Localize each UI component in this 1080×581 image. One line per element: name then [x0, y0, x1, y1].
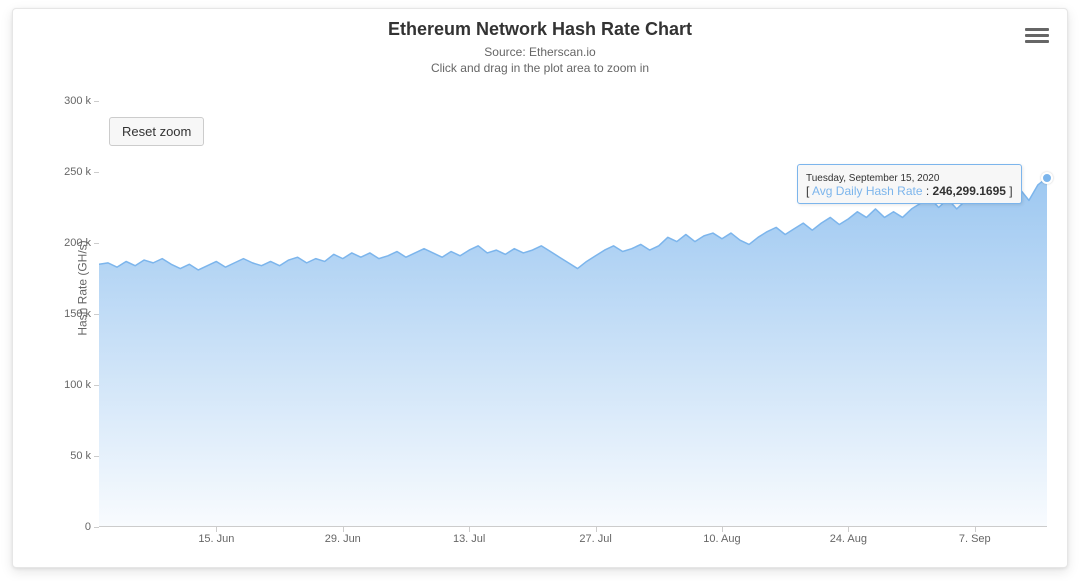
tooltip-series-label: Avg Daily Hash Rate: [812, 184, 923, 198]
y-tick-mark: [94, 527, 99, 528]
x-tick-mark: [722, 527, 723, 532]
x-tick-label: 15. Jun: [198, 533, 234, 545]
x-tick-label: 10. Aug: [703, 533, 740, 545]
chart-tooltip: Tuesday, September 15, 2020[ Avg Daily H…: [797, 164, 1022, 204]
chart-subtitle: Source: Etherscan.io Click and drag in t…: [13, 44, 1067, 76]
x-tick-mark: [848, 527, 849, 532]
y-tick-mark: [94, 385, 99, 386]
y-tick-label: 250 k: [64, 166, 91, 178]
plot-area[interactable]: 050 k100 k150 k200 k250 k300 k15. Jun29.…: [99, 101, 1047, 527]
x-tick-label: 7. Sep: [959, 533, 991, 545]
x-tick-mark: [596, 527, 597, 532]
tooltip-value: 246,299.1695: [933, 184, 1006, 198]
hamburger-icon: [1025, 34, 1049, 37]
y-tick-label: 150 k: [64, 308, 91, 320]
x-tick-mark: [343, 527, 344, 532]
y-tick-label: 200 k: [64, 237, 91, 249]
y-tick-mark: [94, 243, 99, 244]
x-tick-label: 29. Jun: [325, 533, 361, 545]
tooltip-date: Tuesday, September 15, 2020: [806, 173, 939, 184]
chart-subtitle-hint: Click and drag in the plot area to zoom …: [431, 61, 649, 75]
chart-menu-button[interactable]: [1021, 23, 1053, 49]
x-tick-label: 24. Aug: [830, 533, 867, 545]
y-tick-mark: [94, 101, 99, 102]
x-tick-label: 27. Jul: [579, 533, 611, 545]
y-tick-mark: [94, 456, 99, 457]
series-last-point-marker: [1041, 172, 1053, 184]
y-tick-label: 100 k: [64, 379, 91, 391]
chart-subtitle-source: Source: Etherscan.io: [484, 45, 595, 59]
y-tick-label: 300 k: [64, 95, 91, 107]
y-tick-mark: [94, 172, 99, 173]
chart-header: Ethereum Network Hash Rate Chart Source:…: [13, 19, 1067, 76]
chart-title: Ethereum Network Hash Rate Chart: [13, 19, 1067, 40]
x-tick-mark: [216, 527, 217, 532]
x-tick-mark: [975, 527, 976, 532]
x-tick-label: 13. Jul: [453, 533, 485, 545]
y-tick-label: 0: [85, 521, 91, 533]
x-axis-line: [99, 526, 1047, 527]
hamburger-icon: [1025, 28, 1049, 31]
y-axis-title: Hash Rate (GH/s): [76, 240, 90, 335]
hamburger-icon: [1025, 40, 1049, 43]
chart-card: Ethereum Network Hash Rate Chart Source:…: [12, 8, 1068, 568]
x-tick-mark: [469, 527, 470, 532]
reset-zoom-button[interactable]: Reset zoom: [109, 117, 204, 146]
y-tick-label: 50 k: [70, 450, 91, 462]
y-tick-mark: [94, 314, 99, 315]
